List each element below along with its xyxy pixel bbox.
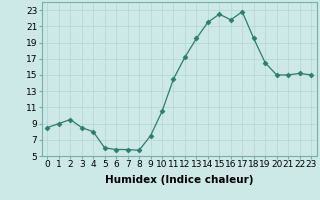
X-axis label: Humidex (Indice chaleur): Humidex (Indice chaleur) (105, 175, 253, 185)
